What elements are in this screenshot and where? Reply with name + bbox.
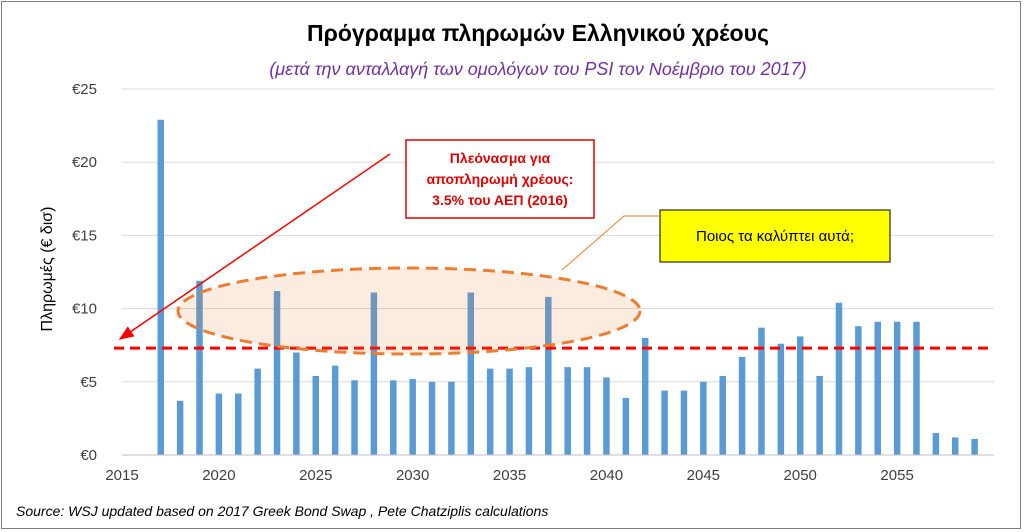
callout-connector (561, 215, 659, 271)
bar (971, 438, 978, 455)
bar (506, 368, 513, 455)
bar (661, 390, 668, 455)
chart-subtitle: (μετά την ανταλλαγή των ομολόγων του PSI… (269, 59, 806, 79)
bar (331, 365, 339, 455)
gridlines (122, 88, 994, 383)
bar (390, 380, 397, 455)
source-note: Source: WSJ updated based on 2017 Greek … (16, 503, 548, 519)
bar (603, 377, 610, 455)
surplus-note-box (405, 139, 595, 219)
bar (816, 375, 823, 455)
bar (273, 291, 281, 455)
bar (680, 390, 688, 455)
bar (641, 337, 649, 455)
bar (215, 393, 223, 455)
chart-title: Πρόγραμμα πληρωμών Ελληνικού χρέους (307, 20, 769, 46)
surplus-note-line-3: 3.5% του ΑΕΠ (2016) (432, 192, 568, 208)
y-tick-label: €15 (72, 227, 97, 244)
bar (564, 367, 571, 455)
surplus-note-line-1: Πλεόνασμα για (450, 150, 551, 166)
x-tick-label: 2020 (202, 467, 235, 484)
bar (312, 375, 320, 455)
y-tick-label: €25 (72, 81, 97, 98)
bar (351, 380, 358, 455)
x-tick-label: 2030 (396, 467, 429, 484)
y-tick-label: €0 (80, 447, 97, 464)
x-tick-labels: 2015 2020 2025 2030 2035 2040 2045 2050 2055 (105, 467, 913, 484)
x-tick-label: 2045 (687, 467, 720, 484)
bar (932, 433, 940, 455)
question-note: Ποιος τα καλύπτει αυτά; (696, 228, 854, 245)
bar (738, 356, 746, 455)
bar (370, 292, 378, 455)
x-tick-label: 2055 (880, 467, 913, 484)
bar (874, 321, 881, 455)
bars (157, 119, 978, 455)
bar (855, 326, 862, 455)
x-tick-label: 2040 (590, 467, 623, 484)
bar (525, 367, 533, 455)
bar (913, 321, 920, 455)
x-tick-label: 2025 (299, 467, 332, 484)
bar (622, 397, 630, 455)
bar (545, 296, 552, 455)
x-tick-label: 2050 (784, 467, 817, 484)
surplus-note-line-2: αποπληρωμή χρέους: (427, 171, 574, 187)
bar (835, 302, 843, 455)
y-tick-labels: €0 €5 €10 €15 €20 €25 (72, 81, 97, 464)
bar (700, 381, 707, 455)
highlight-ellipse (176, 266, 642, 356)
y-tick-label: €20 (72, 154, 97, 171)
bar (176, 400, 184, 455)
y-tick-label: €10 (72, 301, 97, 318)
question-box (659, 209, 891, 263)
arrow-to-reference (118, 153, 391, 340)
bar (467, 292, 475, 455)
bar (235, 393, 242, 455)
bar (293, 352, 300, 455)
bar (951, 437, 959, 455)
bar (196, 280, 203, 455)
x-tick-label: 2035 (493, 467, 526, 484)
bar (719, 375, 726, 455)
bar (583, 367, 591, 455)
bar (758, 327, 765, 455)
bar (428, 381, 436, 455)
y-tick-label: €5 (80, 374, 97, 391)
y-axis-label: Πληρωμές (€ δισ) (39, 207, 56, 332)
bar (157, 119, 165, 455)
bar (409, 378, 416, 455)
bar (893, 321, 901, 455)
x-tick-label: 2015 (105, 467, 138, 484)
bar (448, 381, 455, 455)
bar (777, 343, 785, 455)
bar (796, 336, 804, 455)
bar (486, 368, 494, 455)
bar (254, 368, 261, 455)
